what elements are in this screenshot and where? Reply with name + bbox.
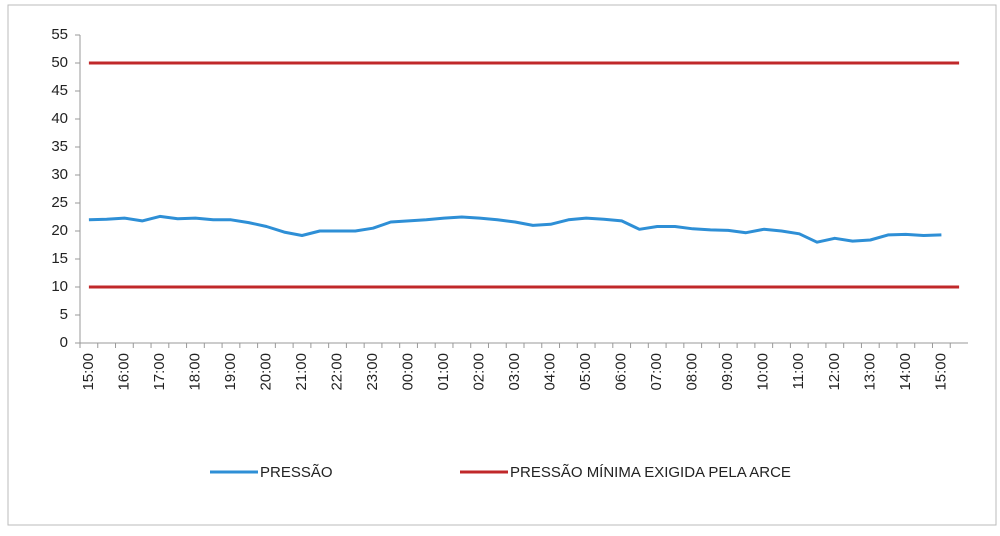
x-tick-label: 07:00 [648,353,665,391]
x-tick-label: 17:00 [151,353,168,391]
x-tick-label: 21:00 [293,353,310,391]
x-tick-label: 09:00 [719,353,736,391]
y-tick-label: 5 [60,306,68,323]
x-tick-label: 10:00 [755,353,772,391]
x-tick-label: 19:00 [222,353,239,391]
x-tick-label: 00:00 [400,353,417,391]
x-tick-label: 05:00 [577,353,594,391]
x-tick-label: 23:00 [364,353,381,391]
x-tick-label: 03:00 [506,353,523,391]
y-tick-label: 20 [51,222,68,239]
x-tick-label: 06:00 [613,353,630,391]
y-tick-label: 30 [51,166,68,183]
y-tick-label: 55 [51,26,68,43]
x-tick-label: 22:00 [328,353,345,391]
x-tick-label: 11:00 [790,353,807,389]
x-tick-label: 14:00 [897,353,914,391]
x-tick-label: 01:00 [435,353,452,391]
y-tick-label: 25 [51,194,68,211]
series-line [88,214,942,244]
y-tick-label: 50 [51,54,68,71]
x-tick-label: 02:00 [471,353,488,391]
legend-label: PRESSÃO MÍNIMA EXIGIDA PELA ARCE [510,464,791,481]
x-tick-label: 15:00 [80,353,97,391]
x-tick-label: 08:00 [684,353,701,391]
y-tick-label: 40 [51,110,68,127]
x-tick-label: 04:00 [542,353,559,391]
x-tick-label: 12:00 [826,353,843,391]
chart-border [7,4,997,526]
y-tick-label: 10 [51,278,68,295]
y-tick-label: 45 [51,82,68,99]
y-tick-label: 35 [51,138,68,155]
x-tick-label: 18:00 [186,353,203,391]
x-tick-label: 20:00 [257,353,274,391]
y-tick-label: 0 [60,334,68,351]
x-tick-label: 13:00 [861,353,878,391]
x-tick-label: 16:00 [115,353,132,391]
y-tick-label: 15 [51,250,68,267]
legend-label: PRESSÃO [260,464,333,481]
x-tick-label: 15:00 [932,353,949,391]
